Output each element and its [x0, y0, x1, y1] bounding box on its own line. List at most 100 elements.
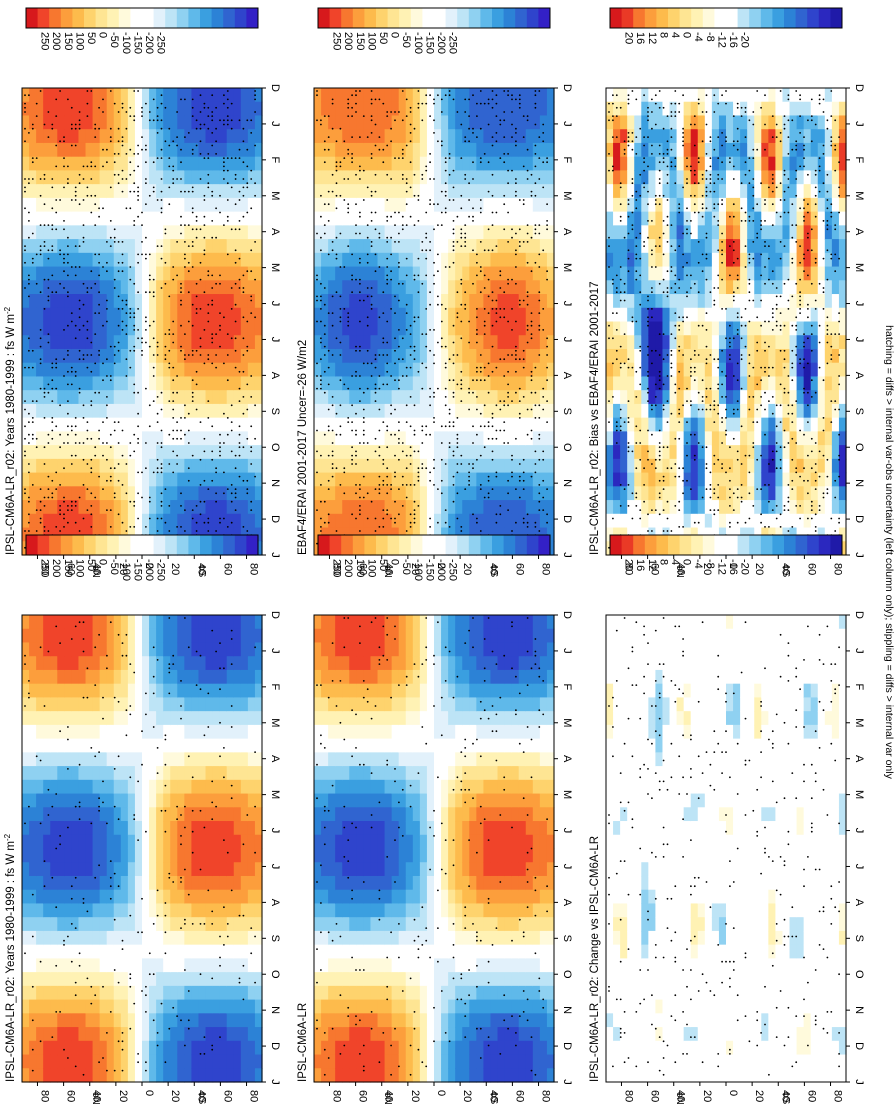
heatmap-cell: [226, 266, 235, 281]
heatmap-cell: [254, 266, 263, 281]
stipple-dot: [444, 404, 447, 407]
stipple-dot: [429, 203, 431, 206]
heatmap-cell: [539, 348, 548, 364]
lat-tick-label: 20: [169, 563, 181, 575]
stipple-dot: [401, 282, 404, 285]
stipple-dot: [522, 136, 525, 139]
heatmap-cell: [532, 472, 541, 487]
colorbar-label: -200: [435, 32, 447, 54]
stipple-dot: [320, 383, 322, 386]
stipple-dot: [121, 299, 124, 302]
heatmap-cell: [184, 88, 193, 103]
heatmap-cell: [356, 513, 365, 529]
heatmap-cell: [469, 321, 477, 336]
heatmap-cell: [149, 266, 157, 281]
stipple-dot: [452, 186, 455, 189]
stipple-dot: [90, 370, 93, 373]
stipple-dot: [472, 391, 474, 394]
lat-tick-label: 80: [330, 563, 342, 575]
stipple-dot: [378, 98, 381, 101]
heatmap-cell: [363, 431, 372, 446]
stipple-dot: [51, 362, 54, 365]
stipple-dot: [207, 521, 210, 524]
heatmap-cell: [391, 472, 400, 487]
heatmap-cell: [120, 239, 129, 254]
stipple-dot: [511, 458, 513, 461]
stipple-dot: [187, 261, 190, 264]
heatmap-cell: [247, 362, 256, 378]
heatmap-cell: [476, 362, 485, 378]
heatmap-cell: [525, 239, 534, 254]
stipple-dot: [106, 458, 108, 461]
month-tick-label: J: [269, 301, 281, 307]
heatmap-cell: [226, 472, 235, 487]
heatmap-cell: [50, 211, 58, 226]
stipple-dot: [339, 484, 342, 486]
heatmap-cell: [620, 513, 628, 529]
stipple-dot: [39, 291, 42, 294]
heatmap-cell: [247, 403, 256, 419]
heatmap-cell: [205, 280, 214, 295]
heatmap-cell: [426, 156, 435, 172]
stipple-dot: [343, 471, 346, 474]
heatmap-cell: [405, 211, 414, 226]
stipple-dot: [24, 425, 26, 428]
heatmap-cell: [335, 348, 343, 364]
heatmap-cell: [412, 348, 421, 364]
heatmap-cell: [483, 156, 492, 172]
heatmap-cell: [476, 101, 485, 117]
stipple-dot: [464, 291, 467, 294]
stipple-dot: [195, 119, 198, 122]
month-tick-label: S: [269, 408, 281, 415]
stipple-dot: [468, 199, 470, 201]
heatmap-cell: [233, 348, 242, 364]
heatmap-cell: [29, 500, 37, 515]
stipple-dot: [242, 186, 245, 189]
colorbar-swatch: [84, 8, 96, 28]
heatmap-cell: [71, 362, 80, 378]
stipple-dot: [31, 417, 34, 419]
stipple-dot: [538, 224, 541, 227]
heatmap-cell: [29, 101, 37, 117]
stipple-dot: [398, 379, 400, 382]
stipple-dot: [331, 241, 334, 243]
heatmap-cell: [156, 376, 164, 391]
stipple-dot: [125, 375, 128, 377]
heatmap-cell: [106, 252, 115, 268]
heatmap-cell: [170, 321, 178, 336]
stipple-dot: [511, 169, 513, 172]
heatmap-cell: [113, 142, 122, 158]
heatmap-cell: [539, 417, 548, 432]
stipple-dot: [370, 220, 373, 222]
heatmap-cell: [518, 390, 527, 405]
heatmap-cell: [539, 197, 548, 213]
stipple-dot: [191, 303, 194, 306]
stipple-dot: [390, 412, 392, 415]
stipple-dot: [242, 274, 245, 277]
heatmap-cell: [525, 170, 534, 185]
heatmap-cell: [113, 266, 122, 281]
heatmap-cell: [50, 252, 58, 268]
heatmap-cell: [349, 129, 357, 144]
heatmap-cell: [620, 403, 628, 419]
colorbar-swatch: [118, 8, 131, 28]
heatmap-cell: [233, 170, 242, 185]
heatmap-cell: [476, 335, 485, 350]
stipple-dot: [479, 425, 482, 428]
stipple-dot: [246, 349, 249, 352]
stipple-dot: [359, 90, 361, 92]
stipple-dot: [452, 362, 455, 365]
heatmap-cell: [539, 403, 548, 419]
heatmap-cell: [219, 458, 228, 474]
stipple-dot: [117, 127, 120, 130]
heatmap-cell: [441, 129, 449, 144]
heatmap-cell: [127, 115, 136, 130]
heatmap-cell: [497, 211, 506, 226]
stipple-dot: [479, 266, 482, 268]
stipple-dot: [522, 366, 525, 369]
stipple-dot: [339, 127, 342, 130]
stipple-dot: [78, 299, 81, 302]
heatmap-cell: [627, 445, 635, 460]
stipple-dot: [394, 312, 396, 314]
heatmap-cell: [219, 431, 228, 446]
